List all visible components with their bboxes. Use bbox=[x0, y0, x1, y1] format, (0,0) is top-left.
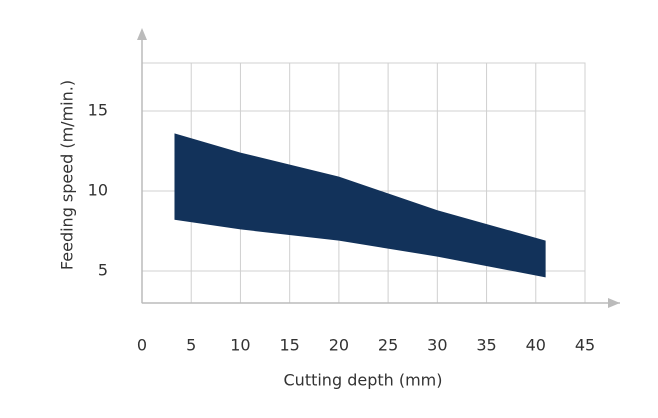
x-tick-label: 45 bbox=[575, 336, 595, 355]
y-axis-label: Feeding speed (m/min.) bbox=[58, 80, 77, 270]
x-tick-label: 20 bbox=[329, 336, 349, 355]
range-area bbox=[174, 133, 546, 278]
y-tick-label: 5 bbox=[98, 261, 108, 280]
x-tick-label: 25 bbox=[378, 336, 398, 355]
y-tick-label: 15 bbox=[88, 101, 108, 120]
x-tick-label: 35 bbox=[476, 336, 496, 355]
x-tick-label: 30 bbox=[427, 336, 447, 355]
x-axis-arrow bbox=[608, 298, 620, 308]
y-tick-label: 10 bbox=[88, 181, 108, 200]
x-tick-label: 5 bbox=[186, 336, 196, 355]
x-tick-label: 40 bbox=[526, 336, 546, 355]
x-tick-label: 15 bbox=[279, 336, 299, 355]
x-axis-label: Cutting depth (mm) bbox=[284, 371, 443, 390]
y-axis-arrow bbox=[137, 28, 147, 40]
x-tick-label: 10 bbox=[230, 336, 250, 355]
x-tick-label: 0 bbox=[137, 336, 147, 355]
